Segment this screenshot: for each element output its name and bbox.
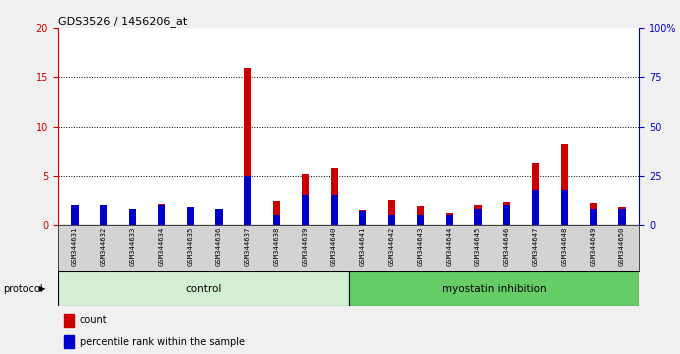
Bar	[100, 207, 107, 225]
Text: GSM344643: GSM344643	[418, 226, 424, 266]
Bar	[475, 205, 481, 225]
Bar	[590, 203, 597, 225]
Bar	[216, 210, 222, 225]
Bar	[561, 144, 568, 225]
Bar	[158, 204, 165, 225]
Bar	[330, 195, 338, 225]
Text: GSM344636: GSM344636	[216, 226, 222, 266]
Text: GDS3526 / 1456206_at: GDS3526 / 1456206_at	[58, 16, 187, 27]
Text: percentile rank within the sample: percentile rank within the sample	[80, 337, 245, 347]
Bar	[216, 209, 222, 225]
Bar	[71, 205, 79, 225]
Text: control: control	[185, 284, 221, 293]
Bar	[475, 209, 481, 225]
Bar	[273, 215, 280, 225]
Text: GSM344641: GSM344641	[360, 226, 366, 266]
Bar	[503, 202, 511, 225]
Text: GSM344631: GSM344631	[72, 226, 78, 266]
Text: GSM344638: GSM344638	[273, 226, 279, 266]
Bar	[417, 206, 424, 225]
Bar	[302, 174, 309, 225]
Text: myostatin inhibition: myostatin inhibition	[441, 284, 546, 293]
Text: GSM344632: GSM344632	[101, 226, 107, 266]
Bar	[388, 215, 395, 225]
Text: GSM344640: GSM344640	[331, 226, 337, 266]
Bar	[186, 208, 194, 225]
Bar	[71, 205, 79, 225]
Bar	[532, 190, 539, 225]
Bar	[445, 215, 453, 225]
Bar	[590, 209, 597, 225]
Bar	[532, 163, 539, 225]
Text: GSM344637: GSM344637	[245, 226, 251, 266]
Bar	[302, 195, 309, 225]
Text: GSM344639: GSM344639	[303, 226, 308, 266]
Bar	[561, 190, 568, 225]
Bar	[359, 211, 367, 225]
Bar	[330, 168, 338, 225]
Bar	[100, 205, 107, 225]
Text: GSM344650: GSM344650	[619, 226, 625, 266]
Bar	[186, 207, 194, 225]
Text: GSM344645: GSM344645	[475, 226, 481, 266]
Text: GSM344649: GSM344649	[590, 226, 596, 266]
Text: GSM344635: GSM344635	[187, 226, 193, 266]
Text: GSM344648: GSM344648	[562, 226, 567, 266]
Text: GSM344634: GSM344634	[158, 226, 165, 266]
Bar	[273, 201, 280, 225]
Bar	[244, 176, 252, 225]
Bar	[503, 205, 511, 225]
Bar	[158, 205, 165, 225]
Bar	[244, 68, 252, 225]
Text: GSM344644: GSM344644	[446, 226, 452, 266]
Bar	[64, 335, 74, 348]
Bar	[359, 210, 367, 225]
Text: GSM344642: GSM344642	[389, 226, 394, 266]
Text: ▶: ▶	[39, 284, 46, 293]
Text: GSM344646: GSM344646	[504, 226, 510, 266]
Bar	[348, 271, 639, 306]
Bar	[58, 271, 348, 306]
Bar	[64, 314, 74, 327]
Text: protocol: protocol	[3, 284, 43, 293]
Text: GSM344633: GSM344633	[130, 226, 135, 266]
Bar	[618, 207, 626, 225]
Bar	[417, 215, 424, 225]
Bar	[129, 212, 136, 225]
Bar	[618, 209, 626, 225]
Bar	[445, 213, 453, 225]
Text: count: count	[80, 315, 107, 325]
Bar	[388, 200, 395, 225]
Bar	[129, 209, 136, 225]
Text: GSM344647: GSM344647	[532, 226, 539, 266]
